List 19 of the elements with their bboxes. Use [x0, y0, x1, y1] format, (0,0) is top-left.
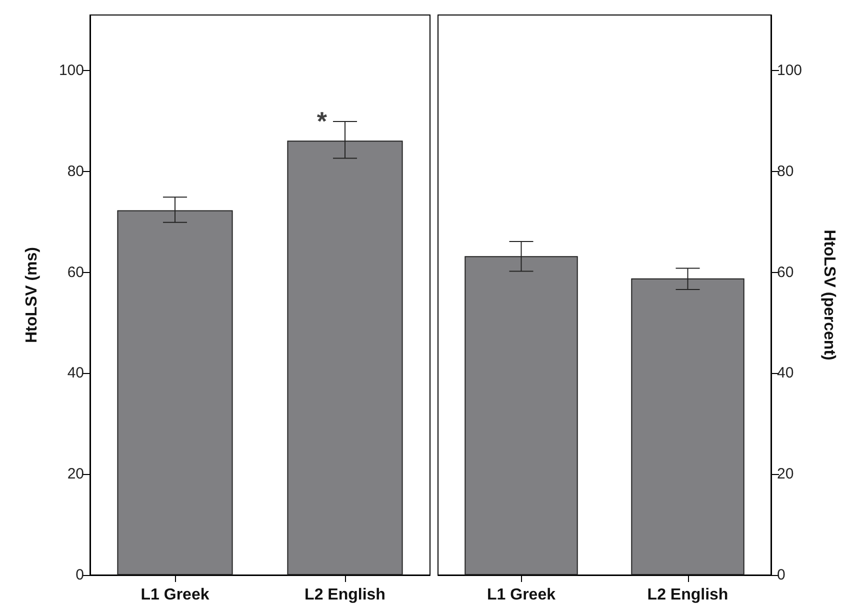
y-tick-label: 60 — [67, 264, 84, 281]
y2-tick-label: 80 — [777, 162, 794, 180]
y2-tick-label: 40 — [777, 364, 794, 382]
y-tick-label: 80 — [67, 162, 84, 180]
y-tick-label: 20 — [67, 466, 84, 483]
y2-tick-label: 0 — [777, 566, 786, 584]
y-axis-title: HtoLSV (ms) — [24, 247, 40, 343]
x-tick-label: L2 English — [647, 586, 728, 604]
x-tick-label: L1 Greek — [487, 586, 556, 604]
y2-tick-label: 60 — [777, 264, 794, 281]
y2-tick-label: 100 — [777, 62, 802, 79]
y-tick-label: 100 — [58, 62, 84, 79]
y-tick-label: 0 — [76, 566, 84, 584]
y-tick-label: 40 — [67, 364, 84, 382]
x-tick-label: L2 English — [304, 586, 386, 604]
y2-tick-label: 20 — [777, 466, 794, 483]
y2-axis-title: HtoLSV (percent) — [820, 230, 838, 360]
x-tick-label: L1 Greek — [140, 586, 210, 604]
annotation: * — [316, 106, 328, 136]
